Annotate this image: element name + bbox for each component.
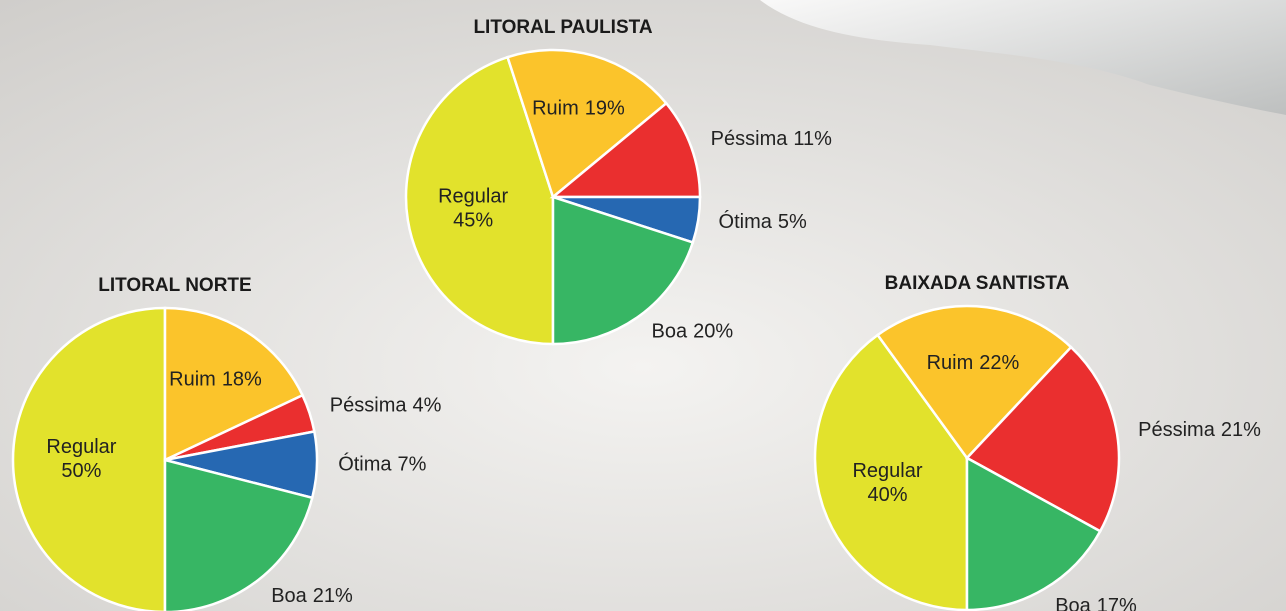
category-label: Ótima	[719, 210, 773, 233]
category-label: Boa	[1055, 595, 1091, 611]
category-label: Péssima	[1138, 419, 1216, 441]
category-label: Péssima	[330, 395, 408, 417]
value-label: 20%	[693, 321, 733, 343]
slice-label: Ruim 19%	[532, 98, 625, 120]
value-label: 11%	[793, 129, 832, 151]
chart-title: LITORAL NORTE	[98, 275, 251, 296]
chart-title: BAIXADA SANTISTA	[885, 273, 1070, 294]
chart: LITORAL NORTERegular50%Ruim18%Péssima4%Ó…	[0, 0, 1286, 611]
value-label: 19%	[585, 98, 625, 120]
value-label: 21%	[1221, 419, 1261, 441]
category-label: Ruim	[169, 369, 216, 391]
slice-label: Ótima 7%	[338, 453, 426, 476]
value-label: 50%	[61, 460, 101, 482]
slice-label: Ruim 18%	[169, 369, 262, 391]
category-label: Boa	[652, 321, 688, 343]
value-label: 40%	[867, 484, 907, 506]
slice-label: Boa 21%	[271, 585, 353, 607]
category-label: Ótima	[338, 453, 392, 476]
value-label: 17%	[1097, 595, 1137, 611]
category-label: Péssima	[711, 129, 789, 151]
chart-title: LITORAL PAULISTA	[473, 17, 652, 38]
slice-label: Boa 17%	[1055, 595, 1137, 611]
page: LITORAL NORTERegular50%Ruim18%Péssima4%Ó…	[0, 0, 1286, 611]
category-label: Ruim	[532, 98, 579, 120]
category-label: Ruim	[927, 352, 974, 374]
category-label: Regular	[852, 460, 922, 482]
value-label: 7%	[398, 454, 427, 476]
value-label: 22%	[979, 352, 1019, 374]
value-label: 4%	[413, 395, 442, 417]
value-label: 45%	[453, 210, 493, 232]
category-label: Regular	[438, 186, 508, 208]
category-label: Regular	[46, 436, 116, 458]
category-label: Boa	[271, 585, 307, 607]
value-label: 18%	[222, 369, 262, 391]
value-label: 21%	[313, 585, 353, 607]
value-label: 5%	[778, 211, 807, 233]
